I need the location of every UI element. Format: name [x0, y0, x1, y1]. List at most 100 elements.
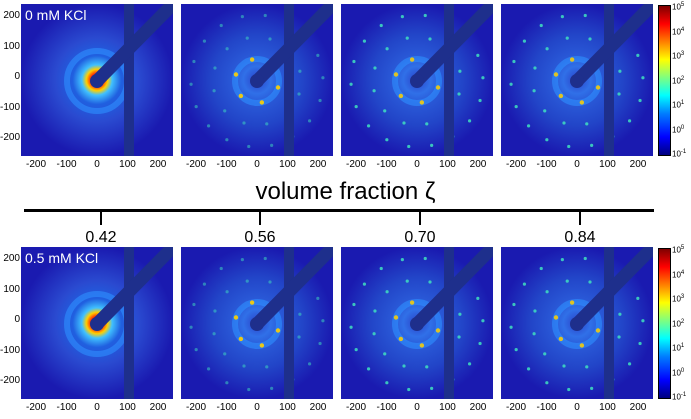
- colorbar-base: 10: [672, 125, 681, 135]
- scattering-ring: [552, 56, 602, 106]
- bragg-peak: [553, 72, 559, 77]
- bragg-peak: [259, 100, 265, 105]
- bragg-peak: [476, 53, 480, 58]
- bragg-peak: [192, 59, 196, 64]
- colorbar-tick-label: 105: [672, 2, 684, 12]
- bragg-peak: [206, 367, 211, 371]
- detector-gap: [604, 247, 614, 399]
- bragg-peak: [247, 144, 251, 149]
- detector-gap: [444, 247, 454, 399]
- bragg-peak: [245, 36, 249, 40]
- bragg-peak: [245, 279, 249, 283]
- bragg-peak: [512, 302, 516, 307]
- colorbar-exponent: 1: [680, 100, 685, 106]
- bragg-peak: [636, 53, 640, 58]
- bragg-peak: [481, 76, 485, 80]
- bragg-peak: [192, 302, 196, 307]
- bragg-peak: [402, 364, 406, 368]
- x-tick-label: -100: [536, 159, 557, 170]
- bragg-peak: [372, 332, 376, 336]
- bragg-peak: [585, 365, 589, 369]
- bragg-peak: [225, 47, 229, 51]
- bragg-peak: [202, 39, 207, 43]
- bragg-peak: [560, 15, 564, 19]
- colorbar-tick-label: 105: [672, 245, 684, 255]
- bragg-peak: [636, 296, 640, 301]
- bragg-peak: [514, 347, 518, 352]
- x-tick-label: -100: [56, 159, 77, 170]
- bragg-peak: [270, 143, 274, 147]
- bragg-peak: [385, 381, 389, 385]
- bragg-peak: [212, 89, 216, 93]
- colorbar-tick-label: 103: [672, 294, 684, 304]
- bragg-peak: [428, 280, 432, 284]
- bragg-peak: [419, 343, 425, 348]
- colorbar-tick-label: 101: [672, 100, 684, 110]
- y-tick-label: -200: [0, 375, 21, 386]
- scattering-panel: [501, 247, 653, 399]
- colorbar-base: 10: [672, 2, 681, 12]
- bragg-peak: [617, 92, 621, 96]
- beamstop: [570, 74, 584, 88]
- bragg-peak: [457, 92, 461, 96]
- bragg-peak: [618, 69, 622, 73]
- bragg-peak: [307, 362, 312, 366]
- bragg-peak: [233, 315, 239, 320]
- bragg-peak: [543, 352, 547, 356]
- detector-gap: [284, 4, 294, 156]
- bragg-peak: [476, 296, 480, 301]
- bragg-peak: [558, 93, 564, 99]
- bragg-peak: [249, 300, 255, 305]
- bragg-peak: [212, 332, 216, 336]
- bragg-peak: [430, 143, 434, 147]
- x-tick-label: 100: [439, 402, 456, 413]
- beamstop-arm: [572, 4, 653, 86]
- scattering-panel: [21, 247, 173, 399]
- beamstop-arm: [252, 247, 333, 329]
- volume-fraction-axis-line: [24, 209, 654, 212]
- x-tick-label: -100: [536, 402, 557, 413]
- x-tick-label: 0: [574, 159, 580, 170]
- bragg-peak: [316, 53, 320, 58]
- bragg-peak: [249, 57, 255, 62]
- x-tick-label: 100: [119, 159, 136, 170]
- bragg-peak: [560, 258, 564, 262]
- bragg-peak: [268, 280, 272, 284]
- x-tick-label: -200: [505, 402, 526, 413]
- bragg-peak: [617, 335, 621, 339]
- bragg-peak: [379, 23, 383, 28]
- x-tick-label: 200: [149, 159, 167, 170]
- bragg-peak: [316, 296, 320, 301]
- bragg-peak: [398, 93, 404, 99]
- bragg-peak: [539, 266, 543, 271]
- colorbar-base: 10: [672, 27, 681, 37]
- bragg-peak: [373, 66, 377, 70]
- bragg-peak: [223, 352, 227, 356]
- bragg-peak: [366, 124, 371, 128]
- bragg-peak: [545, 290, 549, 294]
- colorbar-exponent: 2: [680, 318, 685, 325]
- bragg-peak: [423, 256, 427, 261]
- bragg-peak: [270, 386, 274, 390]
- bragg-peak: [457, 335, 461, 339]
- condition-label: 0.5 mM KCl: [25, 250, 99, 266]
- detector-gap: [124, 247, 134, 399]
- bragg-peak: [268, 37, 272, 41]
- bragg-peak: [242, 121, 246, 125]
- bragg-peak: [481, 319, 485, 323]
- volume-fraction-label: 0.84: [564, 229, 596, 246]
- bragg-peak: [545, 381, 549, 385]
- bragg-peak: [545, 47, 549, 51]
- colorbar-base: 10: [672, 245, 681, 255]
- bragg-peak: [194, 347, 198, 352]
- colorbar-exponent: 0: [680, 124, 685, 131]
- bragg-peak: [213, 66, 217, 70]
- x-tick-label: 100: [119, 402, 136, 413]
- colorbar-tick-label: 103: [672, 51, 684, 61]
- colorbar-exponent: 3: [680, 51, 685, 57]
- colorbar-base: 10: [672, 270, 681, 280]
- bragg-peak: [259, 343, 265, 348]
- colorbar-tick-label: 10-1: [672, 392, 686, 402]
- bragg-peak: [405, 36, 409, 40]
- bragg-peak: [435, 85, 441, 90]
